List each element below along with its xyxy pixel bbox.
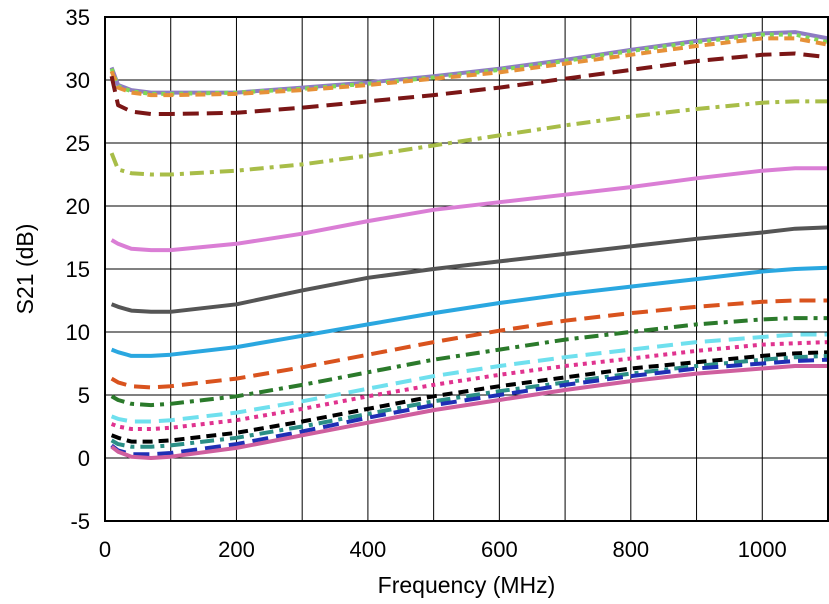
series-line-2 [109,32,829,96]
series-line-16 [110,364,828,460]
series-line-5 [109,99,828,177]
series-line-13 [110,350,829,444]
plot-frame [104,16,829,522]
series-line-10 [110,316,828,408]
series-line-3 [109,36,829,98]
y-tick-label: 0 [78,446,90,471]
y-tick-label: 5 [78,383,90,408]
series-line-8 [110,265,829,358]
series-layer [109,30,829,460]
y-tick-label: 35 [66,5,90,30]
x-axis-label: Frequency (MHz) [378,572,556,598]
y-tick-label: 25 [66,131,90,156]
x-tick-label: 800 [612,537,649,562]
x-tick-label: 0 [99,537,111,562]
series-line-1 [109,30,829,95]
series-line-4 [109,51,829,116]
y-tick-label: 15 [66,257,90,282]
y-tick-label: 30 [66,68,90,93]
series-line-7 [110,225,829,314]
x-tick-label: 400 [350,537,387,562]
x-tick-label: 600 [481,537,518,562]
series-line-6 [110,166,828,253]
y-axis-label: S21 (dB) [12,224,38,315]
series-line-14 [110,353,829,449]
series-line-11 [110,332,828,424]
tick-labels: 0 200 400 600 800 1000 -5 0 5 10 15 20 25 30 35 [66,5,787,562]
x-tick-label: 1000 [738,537,787,562]
series-line-15 [110,357,829,457]
y-tick-label: -5 [70,509,90,534]
y-tick-label: 10 [66,320,90,345]
x-tick-label: 200 [218,537,255,562]
series-line-9 [110,298,828,390]
series-line-12 [110,340,829,431]
y-tick-label: 20 [66,194,90,219]
